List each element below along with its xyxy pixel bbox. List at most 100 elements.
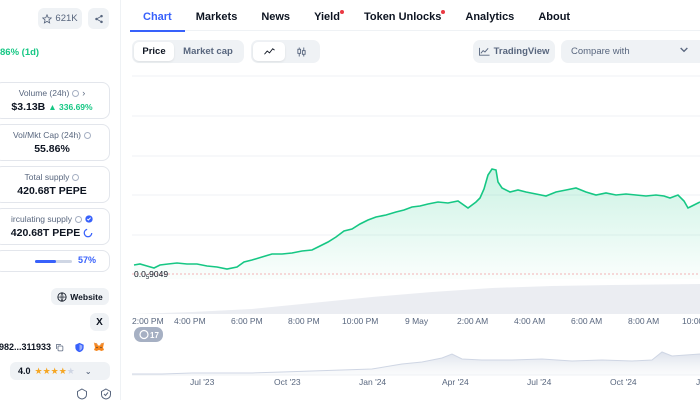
info-icon[interactable]: [74, 215, 82, 223]
time-tick-label: 10:00 PM: [342, 316, 378, 326]
range-tick-label: J: [696, 377, 700, 387]
total-supply-label-row: Total supply: [0, 172, 109, 182]
x-link-button[interactable]: X: [90, 313, 109, 331]
line-chart-button[interactable]: [253, 42, 285, 61]
tab-about[interactable]: About: [538, 0, 570, 31]
chart-gridlines: [132, 75, 700, 236]
audit-icon[interactable]: [76, 388, 88, 400]
circulating-supply-card: irculating supply 420.68T PEPE: [0, 208, 110, 245]
volume-change: ▲ 336.69%: [48, 102, 93, 112]
line-chart-icon: [263, 48, 275, 55]
contract-address[interactable]: 982...311933: [0, 342, 52, 352]
price-change-1d: 86% (1d): [0, 47, 40, 58]
min-price-suffix: 9049: [149, 269, 168, 279]
total-supply-label: Total supply: [24, 172, 70, 182]
price-toggle-button[interactable]: Price: [134, 42, 174, 61]
website-button[interactable]: Website: [51, 288, 109, 305]
tradingview-label: TradingView: [493, 46, 550, 57]
time-tick-label: 2:00 PM: [132, 316, 164, 326]
tab-label: Token Unlocks: [363, 11, 442, 23]
navigator-line: [132, 351, 700, 375]
share-button[interactable]: [88, 8, 109, 29]
candlestick-button[interactable]: [285, 42, 318, 61]
price-chart[interactable]: 0.059049 2:00 PM 4:00 PM 6:00 PM 8:00 PM…: [132, 74, 700, 400]
x-logo-icon: X: [96, 316, 103, 328]
compare-with-select[interactable]: Compare with: [561, 40, 700, 63]
watchlist-button[interactable]: 621K: [38, 8, 82, 29]
price-line: [133, 168, 700, 270]
time-tick-label: 8:00 AM: [628, 316, 659, 326]
tab-news[interactable]: News: [261, 0, 290, 31]
time-tick-label: 4:00 AM: [514, 316, 545, 326]
events-count: 17: [150, 331, 159, 340]
info-icon[interactable]: [72, 89, 80, 97]
price-chart-svg[interactable]: 0.059049 2:00 PM 4:00 PM 6:00 PM 8:00 PM…: [132, 74, 700, 400]
tab-label: Chart: [143, 11, 172, 23]
vol-mkt-cap-label-row: Vol/Mkt Cap (24h): [0, 130, 109, 140]
loading-ring-icon: [83, 228, 93, 238]
volume-area: [132, 284, 700, 314]
range-tick-label: Jul '23: [190, 377, 215, 387]
tab-label: Yield: [314, 11, 340, 23]
time-tick-label: 10:00: [682, 316, 700, 326]
share-icon: [94, 14, 103, 23]
info-icon[interactable]: [84, 131, 92, 139]
chevron-right-icon[interactable]: ›: [82, 88, 86, 98]
range-tick-label: Oct '24: [610, 377, 637, 387]
circulating-supply-label-row: irculating supply: [0, 214, 109, 224]
tab-yield[interactable]: Yield: [314, 0, 344, 31]
supply-progress-percent: 57%: [78, 255, 97, 265]
range-tick-label: Jan '24: [359, 377, 386, 387]
range-navigator[interactable]: Jul '23 Oct '23 Jan '24 Apr '24 Jul '24 …: [132, 351, 700, 387]
info-icon[interactable]: [72, 173, 80, 181]
watchlist-count: 621K: [55, 13, 78, 24]
chart-type-toggle: [251, 40, 320, 63]
bottom-icon-row: [76, 388, 112, 400]
chart-toolbar: Price Market cap TradingView Compare wit…: [132, 40, 700, 64]
range-tick-label: Apr '24: [442, 377, 469, 387]
tab-markets[interactable]: Markets: [196, 0, 238, 31]
globe-icon: [57, 291, 67, 302]
rating-stars: ★★★★★: [34, 365, 75, 376]
vol-mkt-cap-value: 55.86%: [34, 143, 70, 155]
min-price-prefix: 0.0: [134, 269, 146, 279]
shield-icon[interactable]: [74, 342, 85, 353]
time-tick-label: 9 May: [405, 316, 429, 326]
metamask-icon[interactable]: [93, 342, 105, 353]
range-tick-label: Jul '24: [527, 377, 552, 387]
time-tick-label: 8:00 PM: [288, 316, 320, 326]
tab-chart[interactable]: Chart: [130, 0, 185, 32]
panel-divider: [120, 0, 121, 400]
time-axis: 2:00 PM 4:00 PM 6:00 PM 8:00 PM 10:00 PM…: [132, 316, 700, 326]
min-price-label: 0.059049: [134, 269, 168, 281]
circulating-supply-value: 420.68T PEPE: [10, 227, 81, 239]
tab-label: Markets: [195, 11, 238, 23]
star-icon: [42, 13, 53, 24]
time-tick-label: 6:00 PM: [231, 316, 263, 326]
supply-progress-track: [35, 260, 72, 263]
contract-row: 982...311933: [0, 338, 111, 356]
tab-token-unlocks[interactable]: Token Unlocks: [363, 0, 446, 31]
navigator-area: [132, 352, 700, 375]
events-badge[interactable]: 17: [134, 327, 163, 342]
candlestick-icon: [297, 46, 306, 57]
tradingview-button[interactable]: TradingView: [473, 40, 555, 63]
supply-progress-fill: [35, 260, 57, 263]
supply-progress-card: 57%: [0, 250, 110, 272]
min-price-sub: 5: [146, 275, 150, 281]
copy-icon[interactable]: [55, 343, 64, 352]
total-supply-card: Total supply 420.68T PEPE: [0, 166, 110, 203]
volume-card: Volume (24h) › $3.13B ▲ 336.69%: [0, 82, 110, 119]
compare-placeholder: Compare with: [571, 46, 630, 57]
tab-analytics[interactable]: Analytics: [465, 0, 514, 31]
tab-label: News: [261, 11, 291, 23]
rating-dropdown[interactable]: 4.0 ★★★★★ ⌄: [10, 362, 110, 380]
shield-check-icon[interactable]: [100, 388, 112, 400]
rating-value: 4.0: [18, 366, 31, 376]
price-area: [134, 169, 700, 279]
coin-sidebar: 621K 86% (1d) Volume (24h) › $3.13B ▲ 33…: [0, 0, 118, 400]
chevron-down-icon: ⌄: [84, 366, 92, 376]
time-tick-label: 6:00 AM: [571, 316, 602, 326]
total-supply-value: 420.68T PEPE: [17, 185, 87, 197]
market-cap-toggle-button[interactable]: Market cap: [183, 46, 233, 57]
